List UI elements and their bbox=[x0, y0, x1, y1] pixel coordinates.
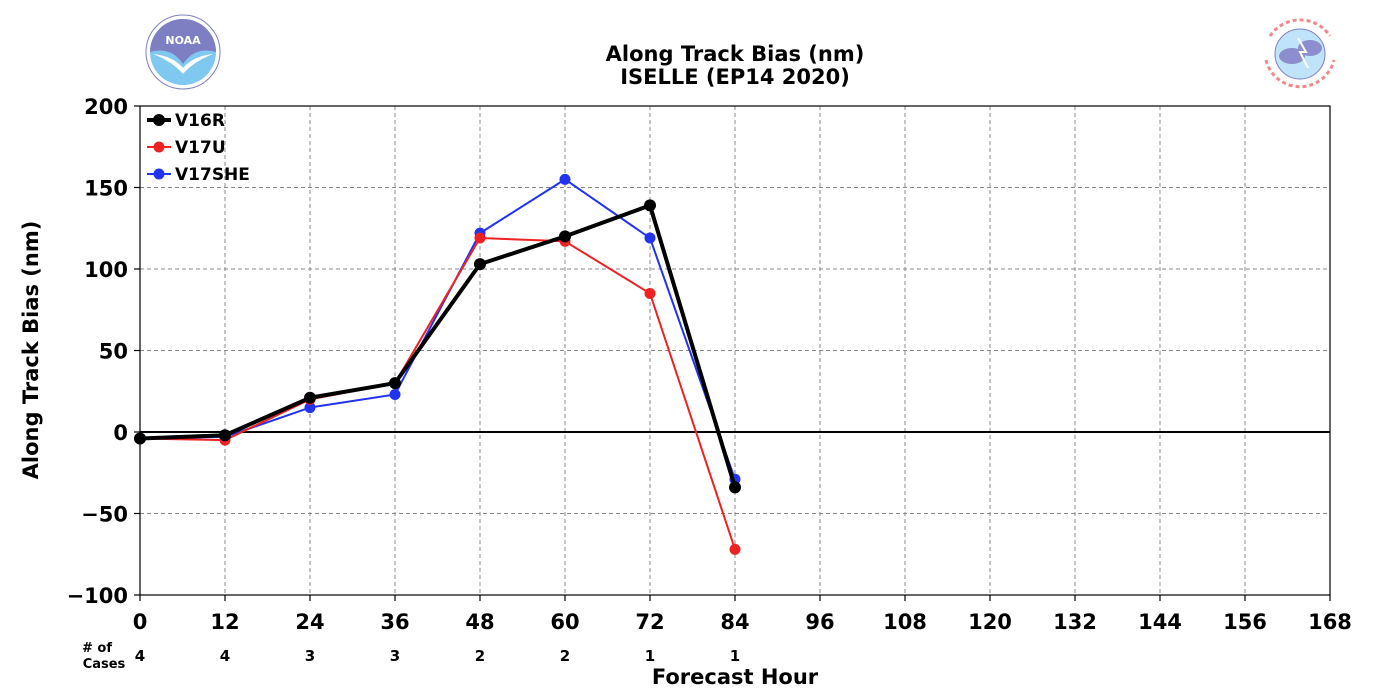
series-line-v16r bbox=[139, 203, 737, 488]
series-point-v17she bbox=[304, 402, 316, 414]
cases-count: 4 bbox=[220, 647, 230, 665]
x-tick-label: 156 bbox=[1223, 610, 1267, 634]
series-point-v17she bbox=[644, 232, 656, 244]
y-tick-label: −50 bbox=[81, 503, 128, 527]
series-point-v17she bbox=[389, 389, 401, 401]
cases-label-line2: Cases bbox=[83, 657, 126, 672]
legend-swatch-marker bbox=[153, 168, 165, 180]
series-layer bbox=[134, 173, 741, 555]
cases-count: 3 bbox=[305, 647, 315, 665]
nws-logo-icon bbox=[1262, 16, 1338, 92]
x-tick-label: 24 bbox=[295, 610, 324, 634]
noaa-logo-text: NOAA bbox=[165, 34, 201, 47]
cases-count: 1 bbox=[730, 647, 740, 665]
series-line-v17u bbox=[139, 237, 736, 550]
y-tick-label: 150 bbox=[84, 177, 128, 201]
series-line-v17she bbox=[139, 178, 736, 480]
cases-count: 1 bbox=[645, 647, 655, 665]
series-point-v16r bbox=[559, 230, 571, 243]
series-point-v16r bbox=[644, 199, 656, 212]
x-tick-label: 108 bbox=[883, 610, 927, 634]
x-tick-label: 84 bbox=[720, 610, 749, 634]
cases-label-line1: # of bbox=[82, 641, 112, 656]
x-tick-label: 168 bbox=[1308, 610, 1352, 634]
x-tick-label: 0 bbox=[133, 610, 148, 634]
series-point-v16r bbox=[219, 429, 231, 442]
series-point-v16r bbox=[389, 377, 401, 390]
axis-ticks: 0 12 24 36 48 60 72 84 96 108 120 132 144 156 168 −100 −… bbox=[67, 95, 1352, 634]
legend-swatch-marker bbox=[153, 114, 165, 126]
noaa-logo-icon: NOAA bbox=[145, 14, 221, 90]
legend-label-v17she: V17SHE bbox=[175, 165, 250, 185]
x-tick-label: 144 bbox=[1138, 610, 1182, 634]
y-axis-label: Along Track Bias (nm) bbox=[19, 221, 43, 480]
y-tick-label: 100 bbox=[84, 258, 128, 282]
series-point-v16r bbox=[134, 432, 146, 445]
cases-count: 4 bbox=[135, 647, 145, 665]
cases-row: 4 4 3 3 2 2 1 1 bbox=[135, 647, 740, 665]
chart-subtitle: ISELLE (EP14 2020) bbox=[620, 65, 850, 89]
legend: V16R V17U V17SHE bbox=[147, 111, 250, 185]
y-tick-label: 50 bbox=[99, 340, 128, 364]
chart-title: Along Track Bias (nm) bbox=[606, 42, 865, 66]
cases-count: 2 bbox=[560, 647, 570, 665]
y-tick-label: −100 bbox=[67, 584, 128, 608]
legend-swatch-marker bbox=[153, 141, 165, 153]
series-point-v17u bbox=[729, 543, 741, 555]
y-tick-label: 0 bbox=[113, 421, 128, 445]
series-point-v17she bbox=[559, 173, 571, 185]
x-axis-label: Forecast Hour bbox=[652, 665, 819, 689]
series-point-v17u bbox=[474, 232, 486, 244]
x-tick-label: 12 bbox=[210, 610, 239, 634]
x-tick-label: 60 bbox=[550, 610, 579, 634]
cases-count: 3 bbox=[390, 647, 400, 665]
y-tick-label: 200 bbox=[84, 95, 128, 119]
x-tick-label: 36 bbox=[380, 610, 409, 634]
x-tick-label: 72 bbox=[635, 610, 664, 634]
legend-label-v16r: V16R bbox=[175, 111, 225, 131]
series-point-v17u bbox=[644, 287, 656, 299]
series-point-v16r bbox=[304, 391, 316, 404]
x-tick-label: 132 bbox=[1053, 610, 1097, 634]
legend-label-v17u: V17U bbox=[175, 138, 226, 158]
x-tick-label: 96 bbox=[805, 610, 834, 634]
x-tick-label: 120 bbox=[968, 610, 1012, 634]
series-point-v16r bbox=[729, 481, 741, 494]
cases-count: 2 bbox=[475, 647, 485, 665]
grid-lines bbox=[140, 106, 1330, 595]
series-point-v16r bbox=[474, 258, 486, 271]
x-tick-label: 48 bbox=[465, 610, 494, 634]
